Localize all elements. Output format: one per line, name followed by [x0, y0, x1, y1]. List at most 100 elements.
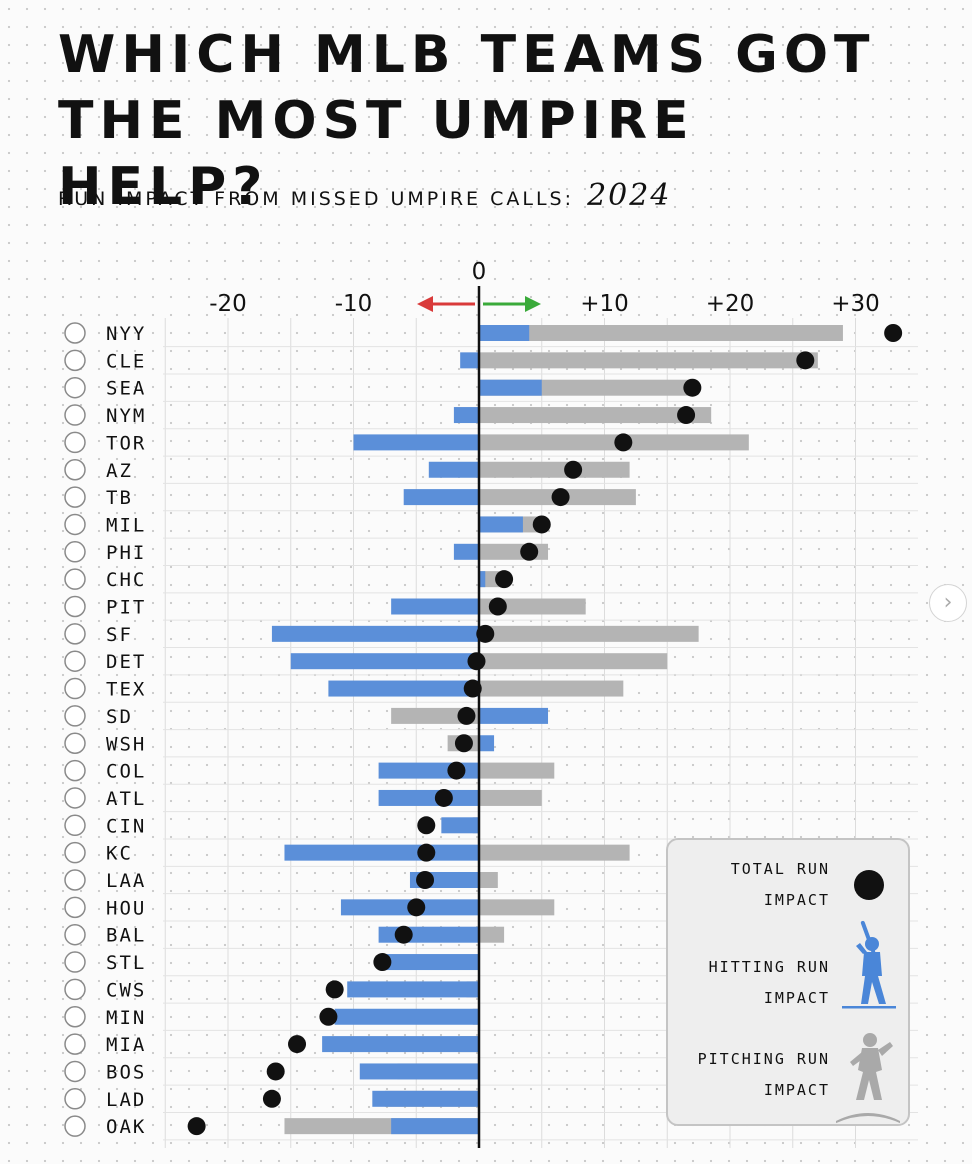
- hitting-bar: [479, 735, 495, 752]
- team-logo-icon: [64, 431, 86, 454]
- batter-icon: [842, 920, 896, 1009]
- team-logo-icon: [64, 650, 86, 672]
- team-logo-icon: [64, 1033, 86, 1055]
- hitting-bar: [347, 981, 479, 998]
- hitting-bar: [271, 625, 479, 642]
- hitting-bar: [479, 516, 523, 533]
- hitting-bar: [460, 352, 479, 369]
- x-tick-label: -10: [335, 291, 373, 317]
- pitching-bar: [391, 707, 479, 724]
- team-label: TEX: [106, 679, 146, 701]
- total-run-dot: [288, 1035, 307, 1054]
- pitching-bar: [479, 844, 630, 861]
- total-run-dot: [467, 652, 486, 671]
- team-logo-icon: [64, 513, 86, 536]
- hitting-bar: [479, 571, 486, 588]
- team-logo-icon: [64, 541, 86, 563]
- team-logo-icon: [64, 951, 86, 973]
- team-logo-icon: [64, 376, 86, 399]
- team-logo-icon: [64, 677, 86, 700]
- hitting-bar: [284, 844, 479, 861]
- team-logo-icon: [64, 923, 86, 946]
- team-label: PHI: [106, 542, 146, 564]
- legend-total-label: TOTAL RUN IMPACT: [730, 860, 830, 909]
- hitting-bar: [378, 926, 479, 943]
- pitching-bar: [479, 899, 555, 916]
- total-run-dot: [407, 898, 426, 917]
- x-tick-label: +20: [706, 291, 755, 317]
- left-arrow-icon: [417, 296, 433, 312]
- team-logo-icon: [64, 1088, 86, 1110]
- team-label: COL: [106, 761, 146, 783]
- hitting-bar: [479, 379, 542, 396]
- total-run-dot: [495, 570, 514, 589]
- team-label: AZ: [106, 460, 133, 482]
- team-label: MIN: [106, 1007, 146, 1029]
- pitching-bar: [479, 461, 630, 478]
- total-run-dot: [532, 515, 551, 534]
- pitching-bar: [479, 789, 542, 806]
- next-slide-button[interactable]: ›: [929, 584, 967, 622]
- team-logo-icon: [64, 568, 86, 590]
- team-label: KC: [106, 843, 133, 865]
- team-logo-icon: [64, 759, 86, 782]
- team-label: HOU: [106, 897, 146, 919]
- total-run-dot: [319, 1007, 338, 1026]
- hitting-bar: [334, 1008, 479, 1025]
- hitting-bar: [441, 817, 479, 834]
- team-label: SD: [106, 706, 133, 728]
- hitting-bar: [479, 707, 549, 724]
- total-run-dot: [520, 542, 539, 561]
- pitching-bar: [479, 625, 699, 642]
- hitting-bar: [290, 653, 479, 670]
- total-run-dot: [796, 351, 815, 370]
- team-logo-icon: [64, 978, 86, 1001]
- team-label: WSH: [106, 733, 146, 755]
- legend-total-dot: [854, 870, 884, 900]
- total-run-dot: [454, 734, 473, 753]
- team-logo-icon: [64, 1115, 86, 1137]
- team-logo-icon: [64, 896, 86, 919]
- hitting-bar: [359, 1063, 479, 1080]
- pitching-bar: [479, 762, 555, 779]
- team-label: ATL: [106, 788, 146, 810]
- total-run-dot: [476, 624, 495, 643]
- total-run-dot: [187, 1117, 206, 1136]
- hitting-bar: [328, 680, 479, 697]
- team-logo-icon: [64, 841, 86, 864]
- pitching-bar: [479, 352, 818, 369]
- chevron-right-icon: ›: [943, 590, 953, 615]
- total-run-dot: [325, 980, 344, 999]
- team-label: MIA: [106, 1034, 146, 1056]
- team-label: DET: [106, 651, 146, 673]
- hitting-bar: [428, 461, 479, 478]
- team-label: NYM: [106, 405, 146, 427]
- team-logo-icon: [64, 1006, 86, 1028]
- pitching-bar: [479, 434, 749, 451]
- team-label: CIN: [106, 815, 146, 837]
- hitting-bar: [479, 325, 530, 341]
- team-logo-icon: [64, 486, 86, 508]
- hitting-bar: [453, 543, 479, 560]
- pitcher-icon: [836, 1033, 900, 1124]
- team-label: TB: [106, 487, 133, 509]
- total-run-dot: [416, 871, 435, 889]
- pitching-bar: [479, 926, 505, 943]
- x-tick-label: 0: [472, 259, 487, 285]
- team-logo-icon: [64, 814, 86, 837]
- hitting-bar: [372, 1090, 479, 1107]
- hitting-bar: [403, 489, 479, 506]
- team-label: LAD: [106, 1089, 146, 1111]
- team-label: BOS: [106, 1061, 146, 1083]
- team-label: STL: [106, 952, 146, 974]
- total-run-dot: [564, 460, 583, 479]
- pitching-bar: [479, 872, 498, 888]
- subtitle-year: 2024: [587, 178, 672, 213]
- hitting-bar: [353, 434, 479, 451]
- total-run-dot: [488, 597, 507, 616]
- right-arrow-icon: [525, 296, 541, 312]
- team-logo-icon: [64, 787, 86, 809]
- hitting-bar: [391, 598, 479, 615]
- team-logo-icon: [64, 705, 86, 727]
